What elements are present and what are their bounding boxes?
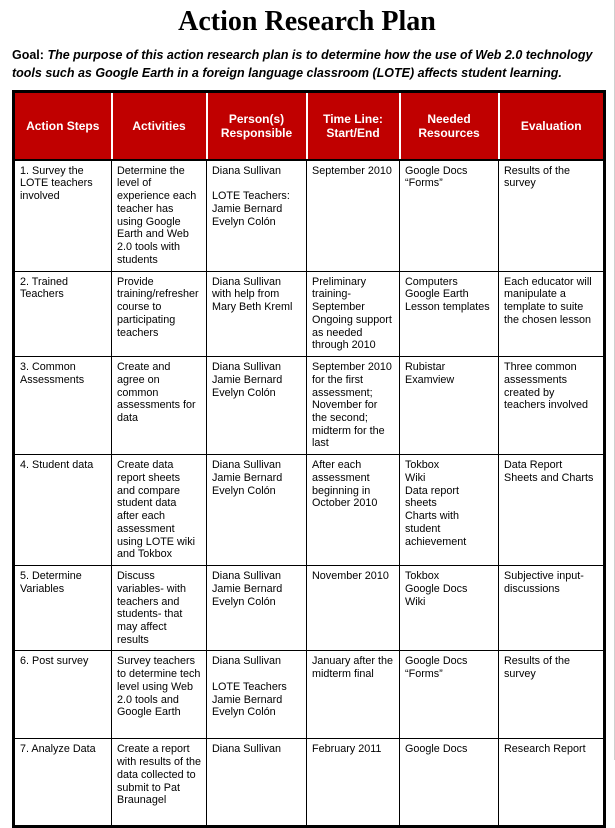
table-cell: Data Report Sheets and Charts [498,454,605,567]
table-row: 5. Determine Variables Discuss variables… [13,565,605,652]
table-cell: Each educator will manipulate a template… [498,270,605,358]
document-page: Action Research Plan Goal: The purpose o… [12,0,615,828]
table-cell: 4. Student data [13,454,112,567]
table-cell: Diana Sullivan with help from Mary Beth … [206,270,307,358]
table-cell: Google Docs “Forms” [399,159,499,272]
column-header-action-steps: Action Steps [12,91,113,161]
column-header-evaluation: Evaluation [497,91,606,161]
table-cell: Rubistar Examview [399,356,499,456]
table-cell: Google Docs “Forms” [399,650,499,740]
table-cell: 1. Survey the LOTE teachers involved [13,159,112,272]
table-row: 1. Survey the LOTE teachers involved Det… [13,159,605,272]
table-cell: Create and agree on common assessments f… [111,356,207,456]
table-cell: Research Report [498,738,605,828]
table-row: 3. Common Assessments Create and agree o… [13,356,605,456]
table-cell: Diana Sullivan LOTE Teachers Jamie Berna… [206,650,307,740]
table-row: 2. Trained Teachers Provide training/ref… [13,270,605,358]
goal-text: The purpose of this action research plan… [12,48,593,81]
table-cell: Provide training/refresher course to par… [111,270,207,358]
table-cell: Diana Sullivan LOTE Teachers: Jamie Bern… [206,159,307,272]
table-cell: Tokbox Wiki Data report sheets Charts wi… [399,454,499,567]
column-header-activities: Activities [110,91,208,161]
table-cell: Diana Sullivan [206,738,307,828]
table-row: 6. Post survey Survey teachers to determ… [13,650,605,740]
column-header-needed-resources: Needed Resources [398,91,500,161]
table-header-row: Action Steps Activities Person(s) Respon… [12,91,606,161]
table-cell: Results of the survey [498,650,605,740]
column-header-persons-responsible: Person(s) Responsible [205,91,308,161]
page-title: Action Research Plan [178,6,436,37]
table-cell: Google Docs [399,738,499,828]
table-cell: September 2010 for the first assessment;… [306,356,400,456]
table-cell: 5. Determine Variables [13,565,112,652]
table-cell: Tokbox Google Docs Wiki [399,565,499,652]
table-cell: Discuss variables- with teachers and stu… [111,565,207,652]
table-cell: 6. Post survey [13,650,112,740]
table-row: 4. Student data Create data report sheet… [13,454,605,567]
table-cell: Create data report sheets and compare st… [111,454,207,567]
table-cell: Three common assessments created by teac… [498,356,605,456]
table-cell: Preliminary training-September Ongoing s… [306,270,400,358]
table-cell: 2. Trained Teachers [13,270,112,358]
table-row: 7. Analyze Data Create a report with res… [13,738,605,828]
table-cell: Results of the survey [498,159,605,272]
table-cell: September 2010 [306,159,400,272]
table-cell: January after the midterm final [306,650,400,740]
column-header-time-line: Time Line: Start/End [305,91,401,161]
table-cell: Survey teachers to determine tech level … [111,650,207,740]
table-cell: After each assessment beginning in Octob… [306,454,400,567]
table-cell: Subjective input-discussions [498,565,605,652]
table-cell: Computers Google Earth Lesson templates [399,270,499,358]
table-cell: Create a report with results of the data… [111,738,207,828]
table-cell: November 2010 [306,565,400,652]
goal-statement: Goal: The purpose of this action researc… [12,46,602,82]
action-research-table: Action Steps Activities Person(s) Respon… [12,90,606,828]
table-cell: Diana Sullivan Jamie Bernard Evelyn Coló… [206,454,307,567]
table-cell: Determine the level of experience each t… [111,159,207,272]
goal-label: Goal: [12,48,44,62]
table-cell: 3. Common Assessments [13,356,112,456]
table-cell: 7. Analyze Data [13,738,112,828]
table-cell: February 2011 [306,738,400,828]
table-cell: Diana Sullivan Jamie Bernard Evelyn Coló… [206,356,307,456]
table-cell: Diana Sullivan Jamie Bernard Evelyn Coló… [206,565,307,652]
